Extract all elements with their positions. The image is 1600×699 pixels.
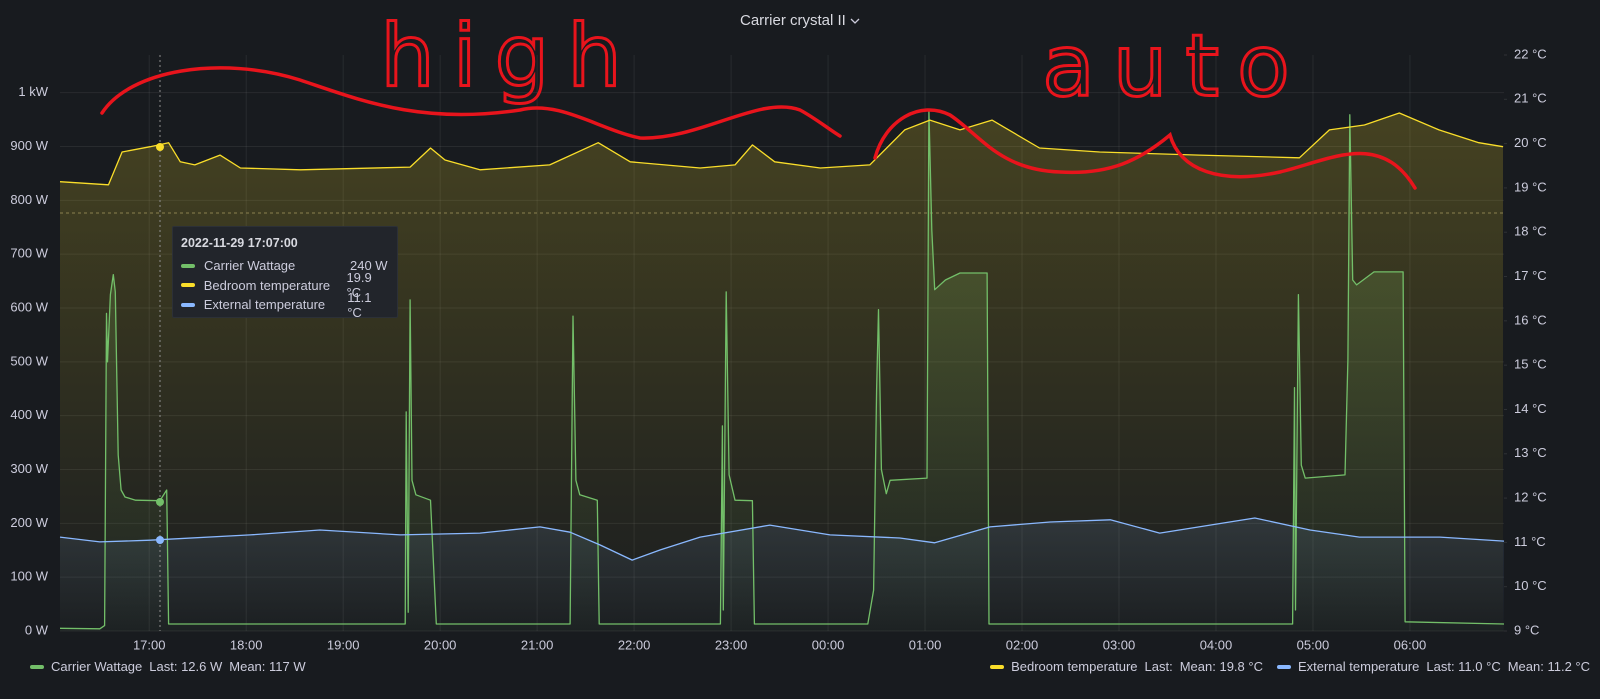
- y2-tick-label: 17 °C: [1514, 268, 1547, 283]
- y2-tick-label: 19 °C: [1514, 179, 1547, 194]
- y-tick-label: 500 W: [10, 353, 48, 368]
- hover-point: [156, 498, 164, 506]
- y-tick-label: 400 W: [10, 407, 48, 422]
- chevron: [850, 18, 860, 24]
- x-tick-label: 04:00: [1200, 637, 1233, 652]
- area-fill: [60, 113, 1504, 631]
- y2-tick-label: 11 °C: [1514, 534, 1546, 549]
- annotation: auto: [1042, 16, 1308, 116]
- legend-stat: Mean: 117 W: [229, 659, 306, 674]
- y2-tick-label: 15 °C: [1514, 357, 1547, 372]
- legend-label: Bedroom temperature: [1011, 659, 1138, 674]
- series-line: [59, 109, 1505, 630]
- x-tick-label: 19:00: [327, 637, 360, 652]
- y2-tick-label: 18 °C: [1514, 224, 1547, 239]
- tooltip-row: Bedroom temperature 19.9 °C: [181, 270, 389, 300]
- y2-tick-label: 16 °C: [1514, 312, 1547, 327]
- legend-item[interactable]: External temperature Last: 11.0 °C Mean: 1…: [1276, 659, 1590, 674]
- x-tick-label: 17:00: [133, 637, 166, 652]
- tooltip-name: Bedroom temperature: [203, 277, 331, 293]
- tooltip-value: 240 W: [350, 258, 388, 274]
- x-tick-label: 00:00: [812, 637, 845, 652]
- y2-tick-label: 20 °C: [1514, 135, 1547, 150]
- tooltip-swatch: [181, 302, 195, 307]
- x-tick-label: 03:00: [1103, 637, 1136, 652]
- x-tick-label: 20:00: [424, 637, 457, 652]
- x-tick-label: 21:00: [521, 637, 554, 652]
- y-tick-label: 100 W: [10, 569, 48, 584]
- legend-label: External temperature: [1297, 659, 1420, 674]
- legend-stat: Mean: 11.2 °C: [1507, 659, 1590, 674]
- y-tick-label: 700 W: [10, 246, 48, 261]
- y-tick-label: 1 kW: [18, 84, 48, 99]
- legend-stat: Last:: [1144, 659, 1173, 674]
- tooltip-swatch: [181, 283, 195, 288]
- tooltip-name: Carrier Wattage: [204, 258, 296, 274]
- annotation: high: [380, 6, 640, 106]
- y-tick-label: 800 W: [10, 192, 48, 207]
- tooltip-row: Carrier Wattage 240 W: [181, 256, 389, 276]
- y2-tick-label: 9 °C: [1514, 622, 1539, 637]
- y-tick-label: 600 W: [10, 299, 48, 314]
- legend-item[interactable]: Bedroom temperature Last: Mean: 19.8 °C: [990, 659, 1263, 674]
- legend-stat: Last: 12.6 W: [149, 659, 223, 674]
- x-tick-label: 02:00: [1006, 637, 1039, 652]
- hover-point: [156, 143, 164, 151]
- annotations: high auto: [379, 5, 1308, 118]
- y-tick-label: 900 W: [10, 138, 48, 153]
- y-tick-label: 200 W: [10, 515, 48, 530]
- tooltip-swatch: [181, 263, 195, 268]
- x-tick-label: 06:00: [1394, 637, 1427, 652]
- tooltip-value: 19.9 °C: [346, 270, 372, 301]
- legend-swatch: [1276, 664, 1291, 669]
- legend-left: Carrier Wattage Last: 12.6 W Mean: 117 W: [30, 659, 306, 674]
- legend-label: Carrier Wattage: [51, 659, 143, 674]
- y2-tick-label: 10 °C: [1514, 578, 1547, 593]
- series-line: [59, 517, 1505, 561]
- axes: 0 W 100 W 200 W 300 W 400 W 500 W 600 W 700 W 80…: [10, 46, 1546, 652]
- annotation-scribbles: [100, 66, 1417, 190]
- hover-point: [156, 536, 164, 544]
- legend-swatch: [30, 664, 44, 669]
- y2-tick-label: 13 °C: [1514, 445, 1547, 460]
- y-tick-label: 300 W: [10, 461, 48, 476]
- y2-tick-label: 12 °C: [1514, 490, 1547, 505]
- x-tick-label: 18:00: [230, 637, 263, 652]
- x-tick-label: 05:00: [1297, 637, 1330, 652]
- x-tick-label: 01:00: [909, 637, 942, 652]
- y2-tick-label: 14 °C: [1514, 401, 1547, 416]
- tooltip-row: External temperature 11.1 °C: [181, 290, 389, 320]
- legend-stat: Mean: 19.8 °C: [1179, 659, 1263, 674]
- scribble: [100, 66, 842, 140]
- scribble: [873, 108, 1417, 190]
- legend-swatch: [990, 664, 1005, 669]
- y-tick-label: 0 W: [25, 622, 49, 637]
- title-text: Carrier crystal II: [739, 12, 846, 29]
- tooltip-time: 2022-11-29 17:07:00: [181, 236, 298, 250]
- tooltip-name: External temperature: [203, 297, 326, 313]
- legend-stat: Last: 11.0 °C: [1426, 659, 1501, 674]
- y2-tick-label: 21 °C: [1514, 91, 1547, 106]
- lines: [59, 109, 1505, 630]
- legend-right: Bedroom temperature Last: Mean: 19.8 °C Ext…: [990, 659, 1590, 674]
- panel-title[interactable]: Carrier crystal II: [0, 12, 1600, 29]
- tooltip: 2022-11-29 17:07:00 Carrier Wattage 240 W…: [172, 226, 398, 320]
- areas: [60, 109, 1504, 631]
- legend-item[interactable]: Carrier Wattage Last: 12.6 W Mean: 117 W: [30, 659, 306, 674]
- area-fill: [60, 518, 1504, 631]
- x-tick-label: 23:00: [715, 637, 748, 652]
- series-line: [59, 112, 1504, 186]
- x-tick-label: 22:00: [618, 637, 651, 652]
- tooltip-value: 11.1 °C: [347, 289, 372, 320]
- y2-tick-label: 22 °C: [1514, 46, 1547, 61]
